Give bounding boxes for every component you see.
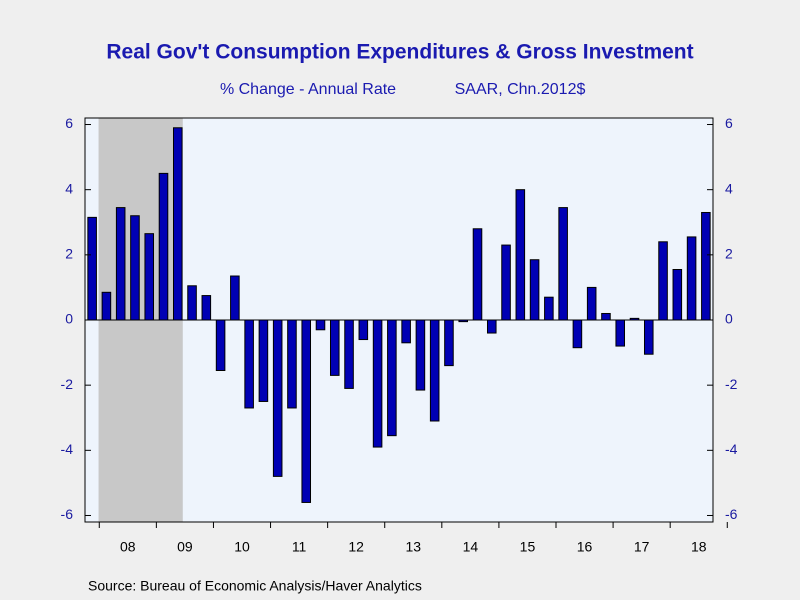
bar bbox=[686, 236, 697, 321]
bar bbox=[372, 319, 383, 448]
bar bbox=[87, 216, 97, 321]
bar bbox=[244, 319, 254, 409]
y-tick-label: 4 bbox=[65, 180, 73, 196]
bar bbox=[387, 319, 397, 437]
bar bbox=[458, 319, 469, 323]
bar bbox=[287, 319, 297, 409]
bar bbox=[215, 319, 226, 371]
bar bbox=[658, 241, 668, 321]
bar bbox=[187, 285, 197, 321]
x-tick-label: 11 bbox=[292, 539, 307, 555]
bar bbox=[486, 319, 497, 334]
x-tick-label: 13 bbox=[405, 539, 421, 555]
y2-tick-label: -2 bbox=[725, 376, 738, 392]
y2-tick-label: -4 bbox=[725, 441, 738, 457]
bar bbox=[572, 319, 583, 349]
chart-title: Real Gov't Consumption Expenditures & Gr… bbox=[106, 41, 693, 64]
bar bbox=[315, 319, 326, 331]
bar bbox=[301, 319, 312, 503]
bar bbox=[258, 319, 269, 402]
x-tick-label: 09 bbox=[177, 539, 193, 555]
x-tick-label: 10 bbox=[234, 539, 250, 555]
bar bbox=[601, 312, 611, 321]
bar bbox=[130, 215, 140, 321]
bar bbox=[444, 319, 454, 367]
bar bbox=[558, 207, 568, 321]
y-tick-label: -4 bbox=[61, 441, 74, 457]
y-tick-label: 0 bbox=[65, 311, 73, 327]
bar bbox=[201, 295, 212, 321]
y2-tick-label: -6 bbox=[725, 506, 738, 522]
x-tick-label: 08 bbox=[120, 539, 136, 555]
x-tick-label: 12 bbox=[348, 539, 364, 555]
bar bbox=[415, 319, 426, 391]
x-tick-label: 14 bbox=[463, 539, 479, 555]
y-tick-label: 6 bbox=[65, 115, 73, 131]
bar bbox=[272, 319, 283, 477]
bar bbox=[358, 319, 369, 341]
bar bbox=[115, 207, 126, 321]
bar bbox=[529, 259, 540, 321]
bar bbox=[144, 233, 155, 321]
bar bbox=[344, 319, 354, 389]
bar bbox=[501, 244, 511, 321]
y-tick-label: 2 bbox=[65, 246, 73, 262]
y2-tick-label: 2 bbox=[725, 246, 733, 262]
subtitle: SAAR, Chn.2012$ bbox=[455, 81, 586, 98]
x-tick-label: 16 bbox=[577, 539, 593, 555]
subtitle: % Change - Annual Rate bbox=[220, 81, 396, 98]
bar bbox=[230, 275, 240, 321]
x-tick-label: 18 bbox=[691, 539, 707, 555]
bar bbox=[701, 211, 711, 321]
y-tick-label: -2 bbox=[61, 376, 74, 392]
bar bbox=[158, 172, 169, 321]
y2-tick-label: 4 bbox=[725, 180, 733, 196]
bar bbox=[586, 286, 597, 321]
bar bbox=[615, 319, 626, 347]
bar bbox=[472, 228, 483, 321]
bar bbox=[672, 269, 683, 321]
source: Source: Bureau of Economic Analysis/Have… bbox=[88, 578, 422, 594]
bar bbox=[429, 319, 440, 422]
bar bbox=[643, 319, 654, 355]
y-tick-label: -6 bbox=[61, 506, 74, 522]
x-tick-label: 17 bbox=[634, 539, 650, 555]
y2-tick-label: 6 bbox=[725, 115, 733, 131]
bar bbox=[329, 319, 340, 376]
x-tick-label: 15 bbox=[520, 539, 536, 555]
bar bbox=[401, 319, 411, 344]
y2-tick-label: 0 bbox=[725, 311, 733, 327]
bar bbox=[629, 317, 640, 321]
bar bbox=[544, 296, 554, 321]
bar bbox=[172, 127, 183, 321]
bar bbox=[515, 189, 526, 321]
bar bbox=[101, 291, 112, 321]
